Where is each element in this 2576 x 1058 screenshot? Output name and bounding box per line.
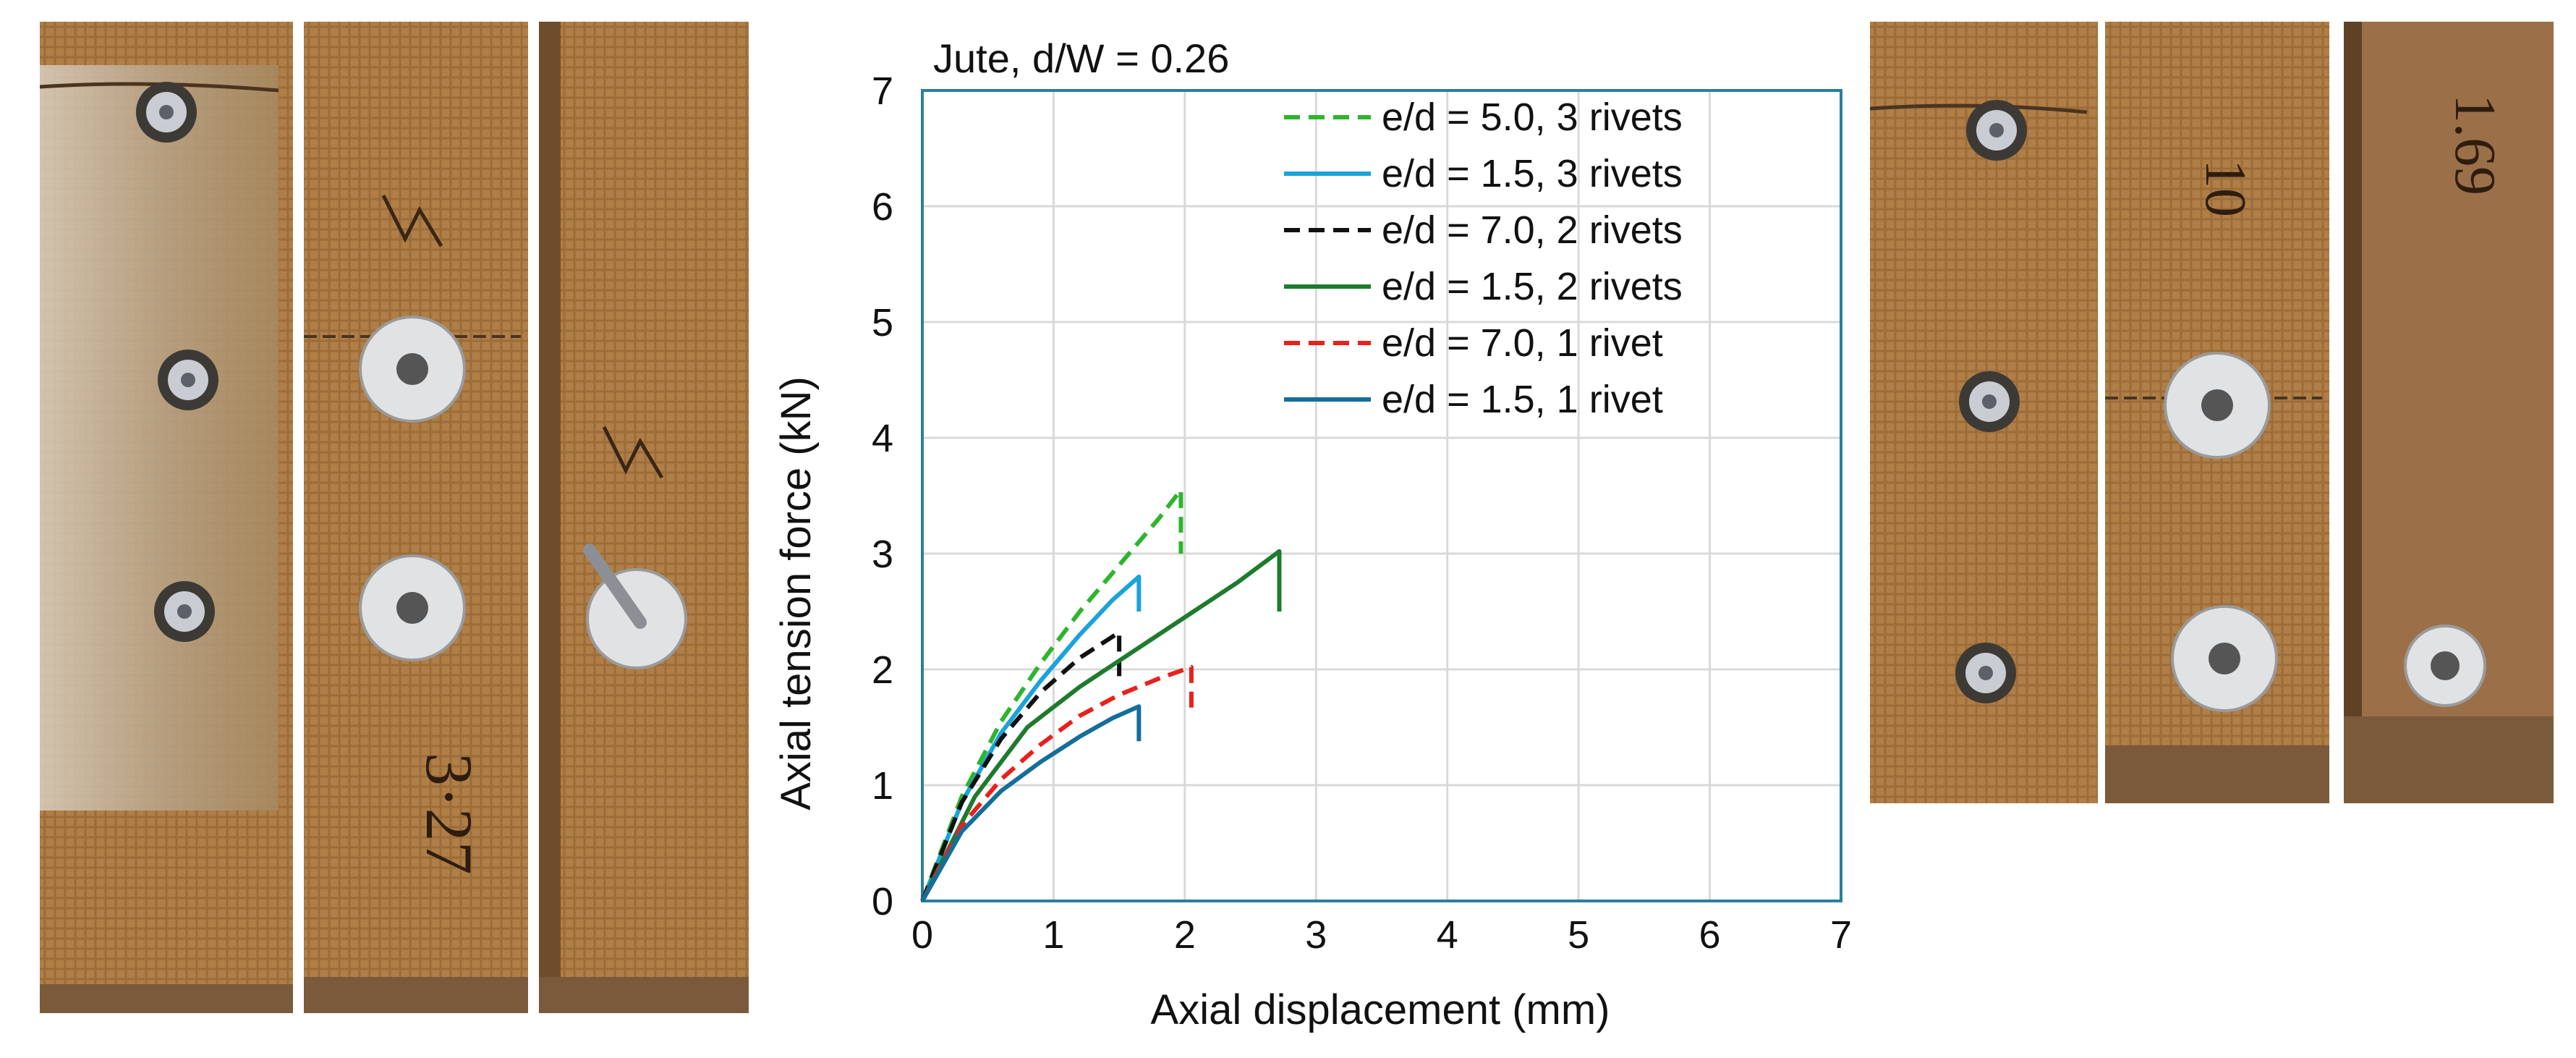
legend-label: e/d = 1.5, 2 rivets — [1382, 265, 1683, 308]
pulled-rivet-icon — [583, 543, 687, 669]
x-tick-label: 2 — [1174, 913, 1196, 957]
tick-labels: 0 1 2 3 4 5 6 7 0 1 2 3 4 5 6 7 — [872, 69, 1852, 957]
series-line — [920, 575, 1142, 902]
handwriting-label: 1.69 — [2443, 94, 2507, 195]
y-tick-label: 1 — [872, 764, 893, 808]
rivet-washer-icon — [2164, 352, 2278, 712]
x-tick-label: 3 — [1305, 913, 1327, 957]
series-line — [920, 488, 1183, 902]
rivet-washer-icon — [2404, 625, 2486, 707]
left-specimen-photo-3 — [539, 22, 749, 1013]
handwriting-label: 3·27 — [412, 753, 486, 875]
series-lines — [920, 488, 1282, 902]
y-tick-label: 3 — [872, 533, 893, 576]
grid — [921, 89, 1842, 902]
legend: e/d = 5.0, 3 rivets e/d = 1.5, 3 rivets e/… — [1284, 96, 1683, 421]
x-tick-label: 6 — [1699, 913, 1721, 957]
plot-frame — [921, 89, 1842, 902]
legend-label: e/d = 1.5, 3 rivets — [1382, 152, 1683, 195]
screw-icon — [1955, 100, 2027, 703]
legend-label: e/d = 1.5, 1 rivet — [1382, 378, 1663, 421]
y-tick-label: 0 — [872, 880, 893, 923]
left-specimen-photo-1 — [40, 22, 293, 1013]
legend-label: e/d = 5.0, 3 rivets — [1382, 96, 1683, 139]
right-specimen-photo-1 — [1870, 22, 2098, 803]
series-line — [920, 704, 1142, 902]
legend-label: e/d = 7.0, 2 rivets — [1382, 208, 1683, 252]
y-tick-label: 4 — [872, 417, 893, 460]
x-axis-label: Axial displacement (mm) — [1151, 986, 1610, 1033]
y-tick-label: 7 — [872, 69, 893, 113]
chart-title: Jute, d/W = 0.26 — [933, 35, 1229, 81]
x-tick-label: 4 — [1437, 913, 1458, 957]
y-tick-label: 5 — [872, 301, 893, 344]
x-tick-label: 0 — [911, 913, 933, 957]
x-tick-label: 7 — [1830, 913, 1852, 957]
series-line — [920, 664, 1194, 902]
y-tick-label: 2 — [872, 648, 893, 692]
left-specimen-photo-2: 3·27 — [304, 22, 528, 1013]
legend-label: e/d = 7.0, 1 rivet — [1382, 321, 1663, 365]
x-tick-label: 1 — [1042, 913, 1064, 957]
handwriting-label: 10 — [2193, 159, 2257, 217]
series-line — [920, 549, 1282, 902]
series-line — [920, 630, 1122, 902]
right-specimen-photo-3: 1.69 — [2344, 22, 2554, 803]
x-tick-label: 5 — [1568, 913, 1589, 957]
rivet-washer-icon — [359, 316, 466, 661]
y-tick-label: 6 — [872, 185, 893, 229]
right-specimen-photo-2: 10 — [2105, 22, 2329, 803]
y-axis-label: Axial tension force (kN) — [773, 376, 820, 811]
screw-icon — [136, 82, 218, 642]
